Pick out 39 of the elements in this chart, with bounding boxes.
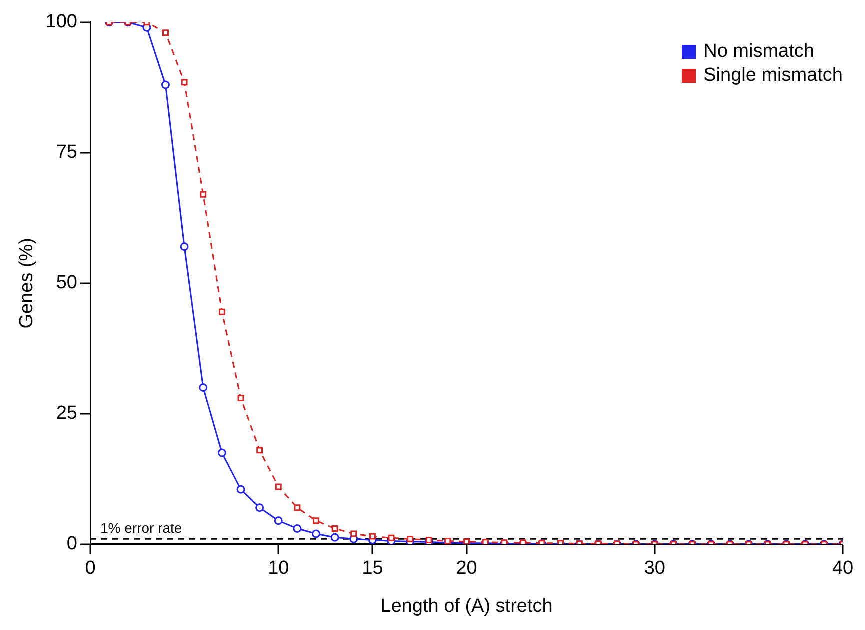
point (236, 485, 246, 494)
point (350, 530, 358, 538)
x-tick-label: 15 (362, 558, 384, 580)
x-tick-label: 0 (85, 558, 96, 580)
point (181, 79, 188, 86)
point (388, 534, 395, 542)
point (238, 395, 244, 402)
point (162, 30, 169, 36)
point (162, 80, 170, 90)
y-tick-label: 75 (56, 142, 78, 164)
x-tick-label: 10 (268, 558, 290, 580)
point (180, 242, 189, 252)
x-tick-label: 30 (644, 558, 666, 580)
point (275, 484, 282, 490)
point (256, 504, 264, 512)
x-axis-title: Length of (A) stretch (380, 596, 553, 617)
point (312, 530, 320, 538)
ref-line-label: 1% error rate (100, 520, 182, 536)
point (369, 533, 376, 540)
y-tick-label: 100 (46, 12, 78, 33)
point (256, 447, 264, 454)
point (293, 524, 302, 533)
point (218, 448, 226, 458)
point (313, 518, 320, 524)
y-tick-label: 25 (56, 403, 78, 424)
legend-label: Single mismatch (704, 64, 843, 88)
y-tick-label: 50 (56, 272, 78, 294)
y-axis-title: Genes (%) (16, 238, 38, 329)
point (274, 516, 283, 526)
point (330, 533, 340, 542)
x-tick-label: 20 (456, 558, 478, 580)
point (294, 504, 301, 512)
point (218, 308, 226, 316)
point (199, 384, 208, 392)
y-tick-label: 0 (66, 534, 78, 555)
x-tick-label: 40 (832, 558, 854, 580)
point (200, 191, 207, 198)
point (332, 526, 338, 532)
legend-label: No mismatch (704, 40, 814, 64)
